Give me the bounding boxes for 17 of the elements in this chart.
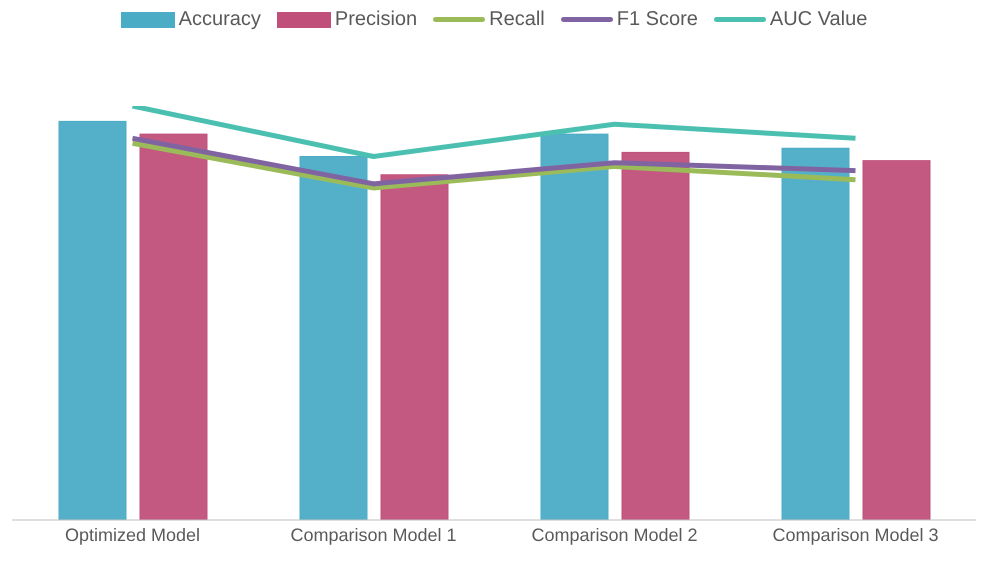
bar (300, 156, 368, 520)
legend-label: Precision (334, 8, 418, 31)
x-tick-label: Optimized Model (64, 524, 200, 545)
x-tick-label: Comparison Model 2 (531, 524, 698, 545)
bar (862, 160, 930, 520)
x-tick-label: Comparison Model 3 (772, 524, 939, 545)
bar (540, 134, 608, 520)
bar (380, 174, 448, 520)
bar (782, 148, 850, 520)
legend-label: Accuracy (178, 8, 261, 31)
bar (622, 152, 690, 520)
legend-label: AUC Value (770, 8, 868, 31)
bar (140, 134, 208, 520)
legend-label: Recall (489, 8, 545, 31)
x-tick-label: Comparison Model 1 (290, 524, 457, 545)
bar (58, 120, 126, 520)
legend-label: F1 Score (616, 8, 698, 31)
